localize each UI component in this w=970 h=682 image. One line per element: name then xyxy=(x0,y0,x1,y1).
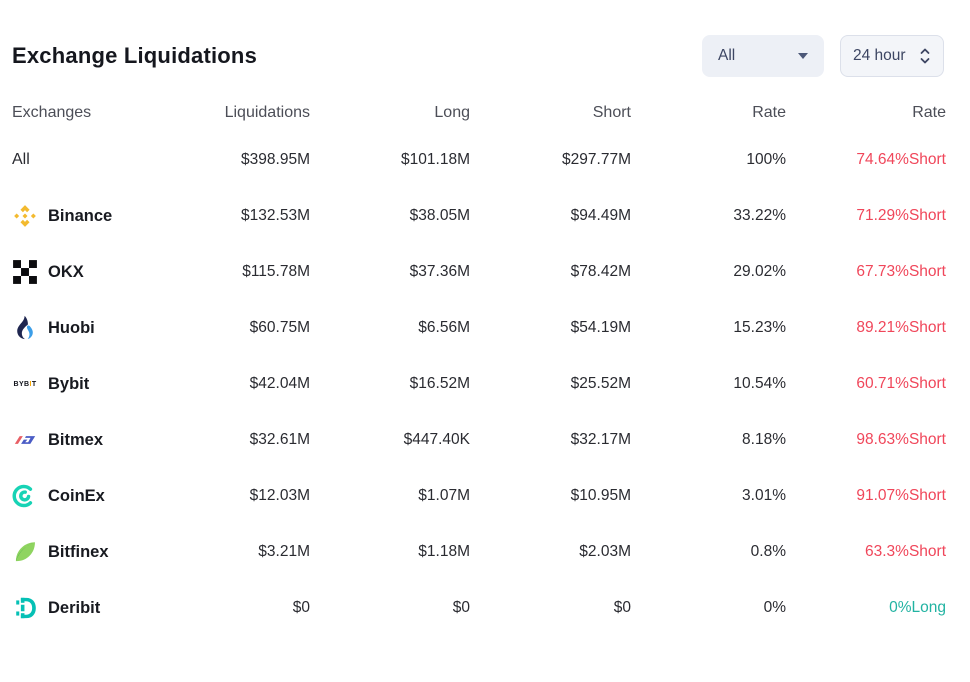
long-value: $1.18M xyxy=(418,543,470,560)
column-header-rate: Rate xyxy=(752,104,786,121)
binance-icon xyxy=(12,203,38,229)
table-row[interactable]: All $398.95M $101.18M $297.77M 100% 74.6… xyxy=(12,132,946,188)
rate-value: 0% xyxy=(763,599,786,616)
panel-header: Exchange Liquidations All 24 hour xyxy=(12,34,946,78)
long-short-rate-value: 63.3%Short xyxy=(865,543,946,560)
liquidations-value: $398.95M xyxy=(241,151,310,168)
long-value: $1.07M xyxy=(418,487,470,504)
table-row[interactable]: Bitfinex $3.21M $1.18M $2.03M 0.8% 63.3%… xyxy=(12,524,946,580)
long-value: $0 xyxy=(452,599,470,616)
long-value: $447.40K xyxy=(403,431,470,448)
long-short-rate-value: 71.29%Short xyxy=(856,207,946,224)
rate-value: 3.01% xyxy=(742,487,786,504)
column-header-liquidations: Liquidations xyxy=(224,104,310,121)
exchange-name: Bybit xyxy=(48,374,90,393)
rate-value: 29.02% xyxy=(733,263,786,280)
bitfinex-icon xyxy=(12,539,38,565)
rate-value: 0.8% xyxy=(750,543,786,560)
column-header-rate-2: Rate xyxy=(912,104,946,121)
filter-controls: All 24 hour xyxy=(702,35,944,77)
long-value: $16.52M xyxy=(409,375,470,392)
long-value: $101.18M xyxy=(401,151,470,168)
page-title: Exchange Liquidations xyxy=(12,43,258,68)
liquidations-value: $132.53M xyxy=(241,207,310,224)
rate-value: 8.18% xyxy=(742,431,786,448)
deribit-icon xyxy=(12,595,38,621)
exchange-liquidations-panel: Exchange Liquidations All 24 hour Ex xyxy=(0,34,970,636)
exchange-name: Bitfinex xyxy=(48,542,109,561)
rate-value: 10.54% xyxy=(733,375,786,392)
liquidations-value: $115.78M xyxy=(242,263,310,280)
exchange-name: Binance xyxy=(48,206,113,225)
exchange-name: Huobi xyxy=(48,318,95,337)
bybit-icon: BYBIT xyxy=(13,380,37,388)
table-header-row: Exchanges Liquidations Long Short Rate Rate xyxy=(12,96,946,132)
long-value: $38.05M xyxy=(409,207,470,224)
caret-down-icon xyxy=(798,53,808,59)
long-value: $6.56M xyxy=(418,319,470,336)
liquidations-value: $0 xyxy=(292,599,310,616)
time-range-dropdown[interactable]: 24 hour xyxy=(840,35,944,77)
short-value: $25.52M xyxy=(570,375,631,392)
short-value: $78.42M xyxy=(570,263,631,280)
exchange-name: Bitmex xyxy=(48,430,104,449)
short-value: $0 xyxy=(613,599,631,616)
bitmex-icon xyxy=(12,427,38,453)
long-short-rate-value: 60.71%Short xyxy=(856,375,946,392)
exchange-name: CoinEx xyxy=(48,486,105,505)
table-row[interactable]: OKX $115.78M $37.36M $78.42M 29.02% 67.7… xyxy=(12,244,946,300)
table-row[interactable]: Deribit $0 $0 $0 0% 0%Long xyxy=(12,580,946,636)
liquidations-value: $32.61M xyxy=(249,431,310,448)
time-range-value: 24 hour xyxy=(853,47,906,64)
long-value: $37.36M xyxy=(409,263,470,280)
long-short-rate-value: 74.64%Short xyxy=(856,151,946,168)
coinex-icon xyxy=(12,483,38,509)
exchange-name: Deribit xyxy=(48,598,101,617)
rate-value: 15.23% xyxy=(733,319,786,336)
rate-value: 100% xyxy=(746,151,786,168)
exchange-name: All xyxy=(12,151,30,168)
long-short-rate-value: 98.63%Short xyxy=(856,431,946,448)
updown-stepper-icon xyxy=(919,47,931,65)
table-row[interactable]: Binance $132.53M $38.05M $94.49M 33.22% … xyxy=(12,188,946,244)
long-short-rate-value: 91.07%Short xyxy=(856,487,946,504)
column-header-exchanges: Exchanges xyxy=(12,104,92,121)
long-short-rate-value: 89.21%Short xyxy=(856,319,946,336)
table-row[interactable]: Bitmex $32.61M $447.40K $32.17M 8.18% 98… xyxy=(12,412,946,468)
table-row[interactable]: CoinEx $12.03M $1.07M $10.95M 3.01% 91.0… xyxy=(12,468,946,524)
short-value: $94.49M xyxy=(570,207,631,224)
liquidations-table: Exchanges Liquidations Long Short Rate Rate A… xyxy=(12,96,946,636)
long-short-rate-value: 0%Long xyxy=(889,599,946,616)
table-body: All $398.95M $101.18M $297.77M 100% 74.6… xyxy=(12,132,946,636)
liquidations-value: $60.75M xyxy=(249,319,310,336)
short-value: $32.17M xyxy=(570,431,631,448)
scope-dropdown-value: All xyxy=(718,47,736,64)
liquidations-value: $12.03M xyxy=(249,487,310,504)
short-value: $2.03M xyxy=(579,543,631,560)
short-value: $297.77M xyxy=(562,151,631,168)
liquidations-value: $3.21M xyxy=(258,543,310,560)
column-header-long: Long xyxy=(434,104,470,121)
short-value: $54.19M xyxy=(570,319,631,336)
exchange-name: OKX xyxy=(48,262,84,281)
liquidations-value: $42.04M xyxy=(249,375,310,392)
rate-value: 33.22% xyxy=(733,207,786,224)
huobi-icon xyxy=(12,315,38,341)
long-short-rate-value: 67.73%Short xyxy=(856,263,946,280)
column-header-short: Short xyxy=(592,104,631,121)
scope-dropdown[interactable]: All xyxy=(702,35,824,77)
short-value: $10.95M xyxy=(570,487,631,504)
table-row[interactable]: BYBIT Bybit $42.04M $16.52M $25.52M 10.5… xyxy=(12,356,946,412)
table-row[interactable]: Huobi $60.75M $6.56M $54.19M 15.23% 89.2… xyxy=(12,300,946,356)
okx-icon xyxy=(12,259,38,285)
